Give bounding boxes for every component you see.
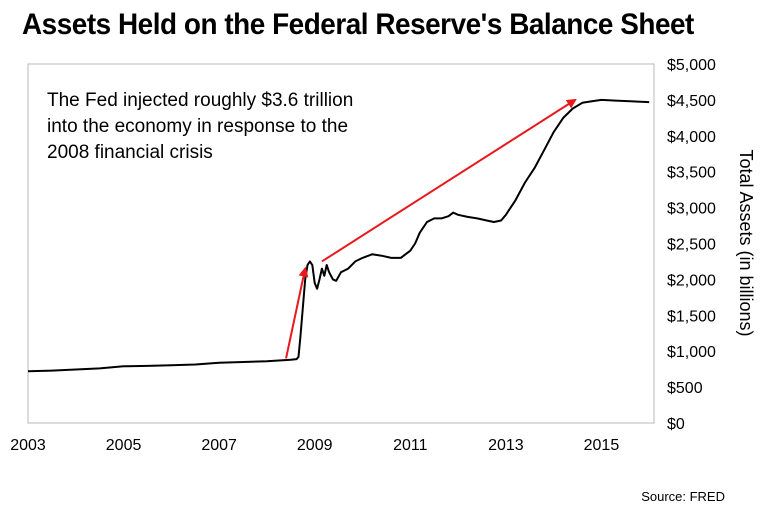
x-tick-label: 2015: [584, 437, 620, 454]
y-tick-label: $500: [667, 380, 703, 397]
annotation-line: into the economy in response to the: [47, 116, 348, 137]
series-line-total-assets: [27, 98, 650, 373]
source-note: Source: FRED: [641, 489, 725, 504]
annotation-line: The Fed injected roughly $3.6 trillion: [47, 90, 353, 111]
y-tick-label: $0: [667, 416, 685, 433]
y-tick-label: $2,000: [667, 272, 716, 289]
x-tick-label: 2013: [488, 437, 524, 454]
chart-title: Assets Held on the Federal Reserve's Bal…: [22, 8, 694, 41]
x-axis-ticks: 2003 2005 2007 2009 2011 2013 2015: [10, 437, 619, 454]
y-tick-label: $1,500: [667, 308, 716, 325]
annotation-arrow: [321, 98, 577, 263]
y-tick-label: $3,000: [667, 201, 716, 218]
x-tick-label: 2007: [201, 437, 237, 454]
x-tick-label: 2009: [297, 437, 333, 454]
annotation-arrows: [285, 98, 577, 359]
y-axis-ticks: $0 $500 $1,000 $1,500 $2,000 $2,500 $3,000 $3,5…: [667, 57, 716, 433]
y-tick-label: $2,500: [667, 237, 716, 254]
annotation-arrow: [285, 266, 309, 359]
x-tick-label: 2005: [106, 437, 142, 454]
y-tick-label: $4,000: [667, 129, 716, 146]
plot-frame: [27, 63, 655, 424]
annotation-line: 2008 financial crisis: [47, 142, 213, 163]
x-tick-label: 2011: [393, 437, 428, 454]
y-tick-label: $5,000: [667, 57, 716, 74]
y-tick-label: $4,500: [667, 93, 716, 110]
y-tick-label: $1,000: [667, 344, 716, 361]
annotation-text: The Fed injected roughly $3.6 trillion in…: [47, 90, 353, 163]
y-axis-label: Total Assets (in billions): [736, 149, 756, 336]
y-tick-label: $3,500: [667, 165, 716, 182]
x-tick-label: 2003: [10, 437, 46, 454]
